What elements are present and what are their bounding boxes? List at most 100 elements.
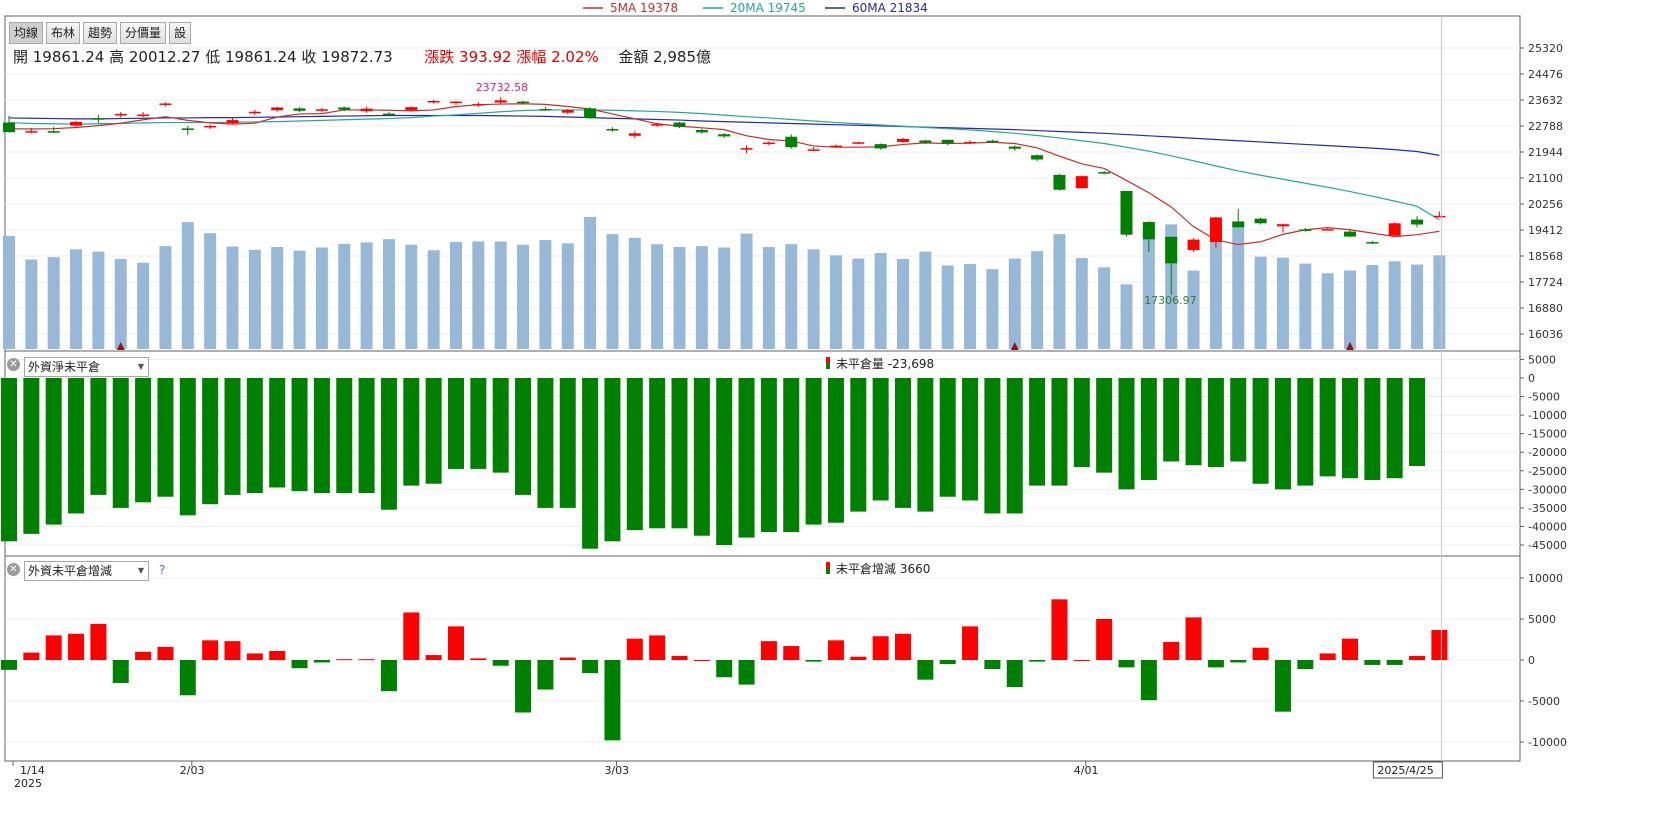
candle-up [137, 114, 150, 117]
ma60-line [8, 114, 1440, 156]
volume-bar [673, 247, 686, 349]
panel3-indicator-select[interactable]: 外資未平倉增減 ▼ [24, 561, 149, 581]
oi-change-bar [403, 612, 420, 660]
change-value: 漲跌 393.92 [424, 48, 512, 66]
oi-change-bar [336, 659, 353, 661]
oi-bar [716, 378, 733, 545]
candle-up [852, 142, 865, 144]
volume-bar [740, 233, 753, 349]
x-tick-label: 1/14 [20, 764, 45, 777]
help-icon[interactable]: ? [159, 563, 166, 577]
candle-up [204, 125, 217, 128]
oi-bar [962, 378, 979, 501]
oi-bar [1342, 378, 1358, 479]
y-tick-label: -20000 [1528, 446, 1567, 459]
oi-change-bar [515, 660, 532, 713]
candle-up [427, 100, 440, 103]
volume-bar [137, 262, 150, 349]
candle-down [92, 118, 105, 120]
volume-bar [1008, 258, 1021, 349]
candle-down [1142, 222, 1155, 240]
oi-bar [1297, 378, 1314, 486]
oi-bar [1230, 378, 1247, 462]
volume-bar [204, 233, 217, 349]
cursor-date-box [1372, 761, 1443, 779]
volume-bar [70, 249, 83, 349]
candle-down [1098, 172, 1111, 174]
oi-bar [537, 378, 554, 508]
volume-bar [248, 249, 261, 349]
oi-change-bar [157, 646, 174, 660]
candle-up [964, 141, 977, 144]
y-tick-label: 22788 [1528, 120, 1563, 133]
oi-change-bar [1096, 619, 1113, 660]
oi-change-bar [1409, 655, 1426, 660]
legend-swatch-down [826, 568, 830, 574]
oi-change-bar [448, 626, 464, 660]
candle-down [1299, 229, 1312, 231]
oi-bar [1096, 378, 1113, 473]
close-panel3-icon[interactable]: ✕ [7, 563, 20, 576]
tab-trend[interactable]: 趨勢 [83, 22, 118, 44]
oi-change-bar [1386, 660, 1403, 665]
volume-bar [1411, 264, 1424, 349]
oi-bar [827, 378, 844, 523]
candle-up [450, 101, 462, 104]
volume-bar [897, 259, 909, 349]
oi-change-bar [470, 658, 487, 660]
oi-bar [1207, 378, 1224, 468]
oi-change-bar [1319, 653, 1336, 660]
candle-down [539, 108, 552, 111]
candle-up [360, 108, 373, 112]
oi-change-bar [850, 656, 867, 660]
oi-bar [470, 378, 487, 469]
volume-bar [1344, 270, 1356, 349]
candle-down [47, 131, 60, 133]
oi-change-bar [671, 655, 688, 660]
oi-bar [917, 378, 934, 512]
oi-bar [984, 378, 1001, 514]
volume-bar [1232, 226, 1245, 349]
candle-up [1209, 217, 1222, 243]
volume-bar [92, 251, 105, 349]
oi-bar [336, 378, 353, 494]
oi-bar [1073, 378, 1090, 468]
event-marker-icon [116, 342, 125, 350]
tab-bollinger[interactable]: 布林 [46, 22, 81, 44]
oi-change-bar [1342, 638, 1358, 660]
oi-change-bar [112, 660, 129, 683]
event-marker-icon [1010, 342, 1019, 350]
tab-moving-average[interactable]: 均線 [9, 22, 44, 44]
candle-down [517, 101, 530, 104]
oi-change-bar [68, 633, 85, 660]
panel2-indicator-select[interactable]: 外資淨未平倉 ▼ [24, 357, 149, 377]
y-tick-label: 17724 [1528, 276, 1563, 289]
oi-change-bar [1274, 660, 1291, 712]
volume-bar [807, 249, 820, 349]
close-panel2-icon[interactable]: ✕ [7, 358, 20, 371]
high-annotation: 23732.58 [476, 81, 529, 94]
volume-bar [181, 222, 194, 349]
candle-up [1433, 215, 1446, 218]
y-tick-label: 16036 [1528, 328, 1563, 341]
volume-bar [1254, 256, 1267, 349]
volume-bar [539, 240, 552, 349]
candle-up [472, 104, 485, 106]
oi-change-bar [1118, 660, 1135, 668]
oi-change-bar [224, 641, 241, 660]
oi-change-bar [537, 660, 554, 690]
high-value: 高 20012.27 [109, 48, 201, 66]
chevron-down-icon: ▼ [137, 566, 144, 575]
volume-bar [628, 237, 641, 349]
y-tick-label: 21100 [1528, 172, 1563, 185]
oi-change-bar [291, 660, 308, 669]
oi-bar [1409, 378, 1426, 466]
tab-price-volume[interactable]: 分價量 [120, 22, 167, 44]
oi-change-bar [358, 659, 375, 661]
volume-bar [226, 246, 239, 349]
close-value: 收 19872.73 [301, 48, 393, 66]
tab-settings[interactable]: 設 [169, 22, 192, 44]
candle-down [1232, 221, 1245, 228]
oi-change-bar [984, 660, 1001, 670]
